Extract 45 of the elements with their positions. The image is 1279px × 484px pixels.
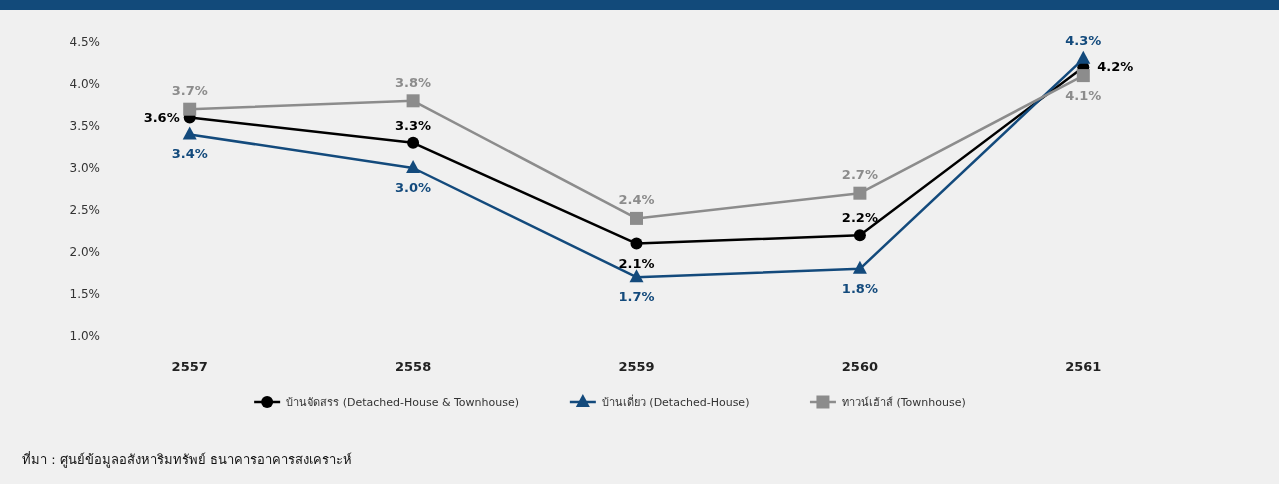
legend-label: บ้านจัดสรร (Detached-House & Townhouse)	[286, 396, 520, 409]
data-label: 4.1%	[1065, 87, 1102, 103]
data-label: 1.7%	[618, 289, 655, 305]
data-label: 3.3%	[395, 117, 432, 133]
y-tick-label: 1.0%	[69, 329, 100, 343]
data-label: 3.8%	[395, 74, 432, 90]
y-tick-label: 1.5%	[69, 287, 100, 301]
point	[1076, 50, 1091, 64]
x-tick-label: 2561	[1065, 359, 1102, 374]
data-label: 3.0%	[395, 180, 432, 195]
point	[853, 229, 866, 242]
y-tick-label: 4.0%	[69, 77, 100, 91]
point	[407, 136, 420, 149]
y-tick-label: 3.5%	[69, 119, 100, 133]
data-label: 3.7%	[171, 83, 208, 99]
y-tick-label: 3.0%	[69, 161, 100, 175]
legend-label: บ้านเดี่ยว (Detached-House)	[601, 394, 750, 409]
point	[183, 102, 197, 116]
x-tick-label: 2559	[618, 359, 655, 374]
point	[629, 269, 644, 283]
x-tick-label: 2560	[841, 359, 878, 374]
data-label: 2.1%	[618, 255, 655, 271]
x-tick-label: 2558	[395, 359, 432, 374]
text: ที่มา : ศูนย์ข้อมูลอสังหาริมทรัพย์ ธนาคารอาคารสงเคราะห์	[22, 451, 352, 468]
point	[1076, 69, 1090, 83]
y-tick-label: 2.0%	[69, 245, 100, 259]
data-label: 4.3%	[1065, 32, 1102, 48]
point	[852, 260, 867, 274]
data-label: 3.6%	[143, 109, 180, 125]
data-label: 3.4%	[171, 146, 208, 162]
point	[406, 160, 421, 173]
y-tick-label: 4.5%	[69, 35, 100, 49]
data-label: 1.8%	[841, 280, 878, 296]
x-tick-label: 2557	[171, 359, 208, 374]
data-label: 4.2%	[1097, 59, 1134, 75]
point	[630, 237, 643, 250]
point	[630, 211, 643, 225]
point	[182, 126, 197, 140]
data-label: 2.2%	[841, 210, 878, 226]
point	[853, 186, 867, 200]
y-tick-label: 2.5%	[69, 203, 100, 217]
point	[406, 94, 420, 108]
legend-label: ทาวน์เฮ้าส์ (Townhouse)	[841, 396, 966, 409]
data-label: 2.4%	[618, 192, 655, 208]
data-label: 2.7%	[841, 167, 878, 183]
